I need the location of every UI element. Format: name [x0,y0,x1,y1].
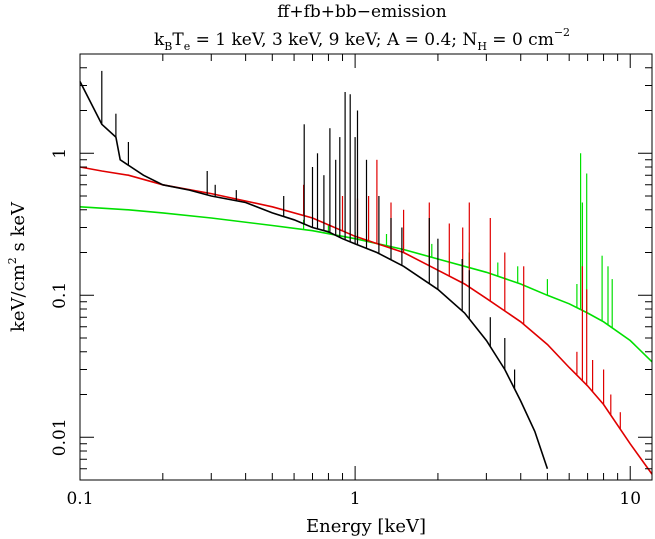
x-tick-label: 1 [350,489,361,509]
y-label-post: s keV [8,201,29,257]
y-axis-label: keV/cm2 s keV [6,201,29,332]
y-tick-label: 0.1 [50,282,70,309]
y-tick-label: 1 [50,148,70,159]
plot-frame [79,53,653,481]
y-label-pre: keV/cm [8,264,29,332]
subtitle-sub-e: e [184,40,191,53]
subtitle-sub-B: B [164,40,172,53]
subtitle-part2: = 0 cm [487,30,554,50]
tick-layer: 0.1 1 10 0.01 0.1 1 [50,53,652,509]
x-tick-label: 10 [619,489,641,509]
subtitle-k: k [154,30,165,50]
y-tick-label: 0.01 [50,418,70,456]
series-layer [79,70,653,475]
subtitle-part1: = 1 keV, 3 keV, 9 keV; A = 0.4; N [190,30,477,50]
x-tick-label: 0.1 [66,489,93,509]
subtitle-sub-H: H [477,40,487,53]
chart-title: ff+fb+bb−emission [277,2,446,22]
series-2-continuum [79,81,549,470]
subtitle-T: T [172,30,184,50]
chart-subtitle: kBTe = 1 keV, 3 keV, 9 keV; A = 0.4; NH … [154,26,570,53]
subtitle-superscript: −2 [554,26,570,39]
y-label-superscript: 2 [6,257,19,264]
series-2 [79,70,549,470]
x-axis-label: Energy [keV] [306,516,426,537]
